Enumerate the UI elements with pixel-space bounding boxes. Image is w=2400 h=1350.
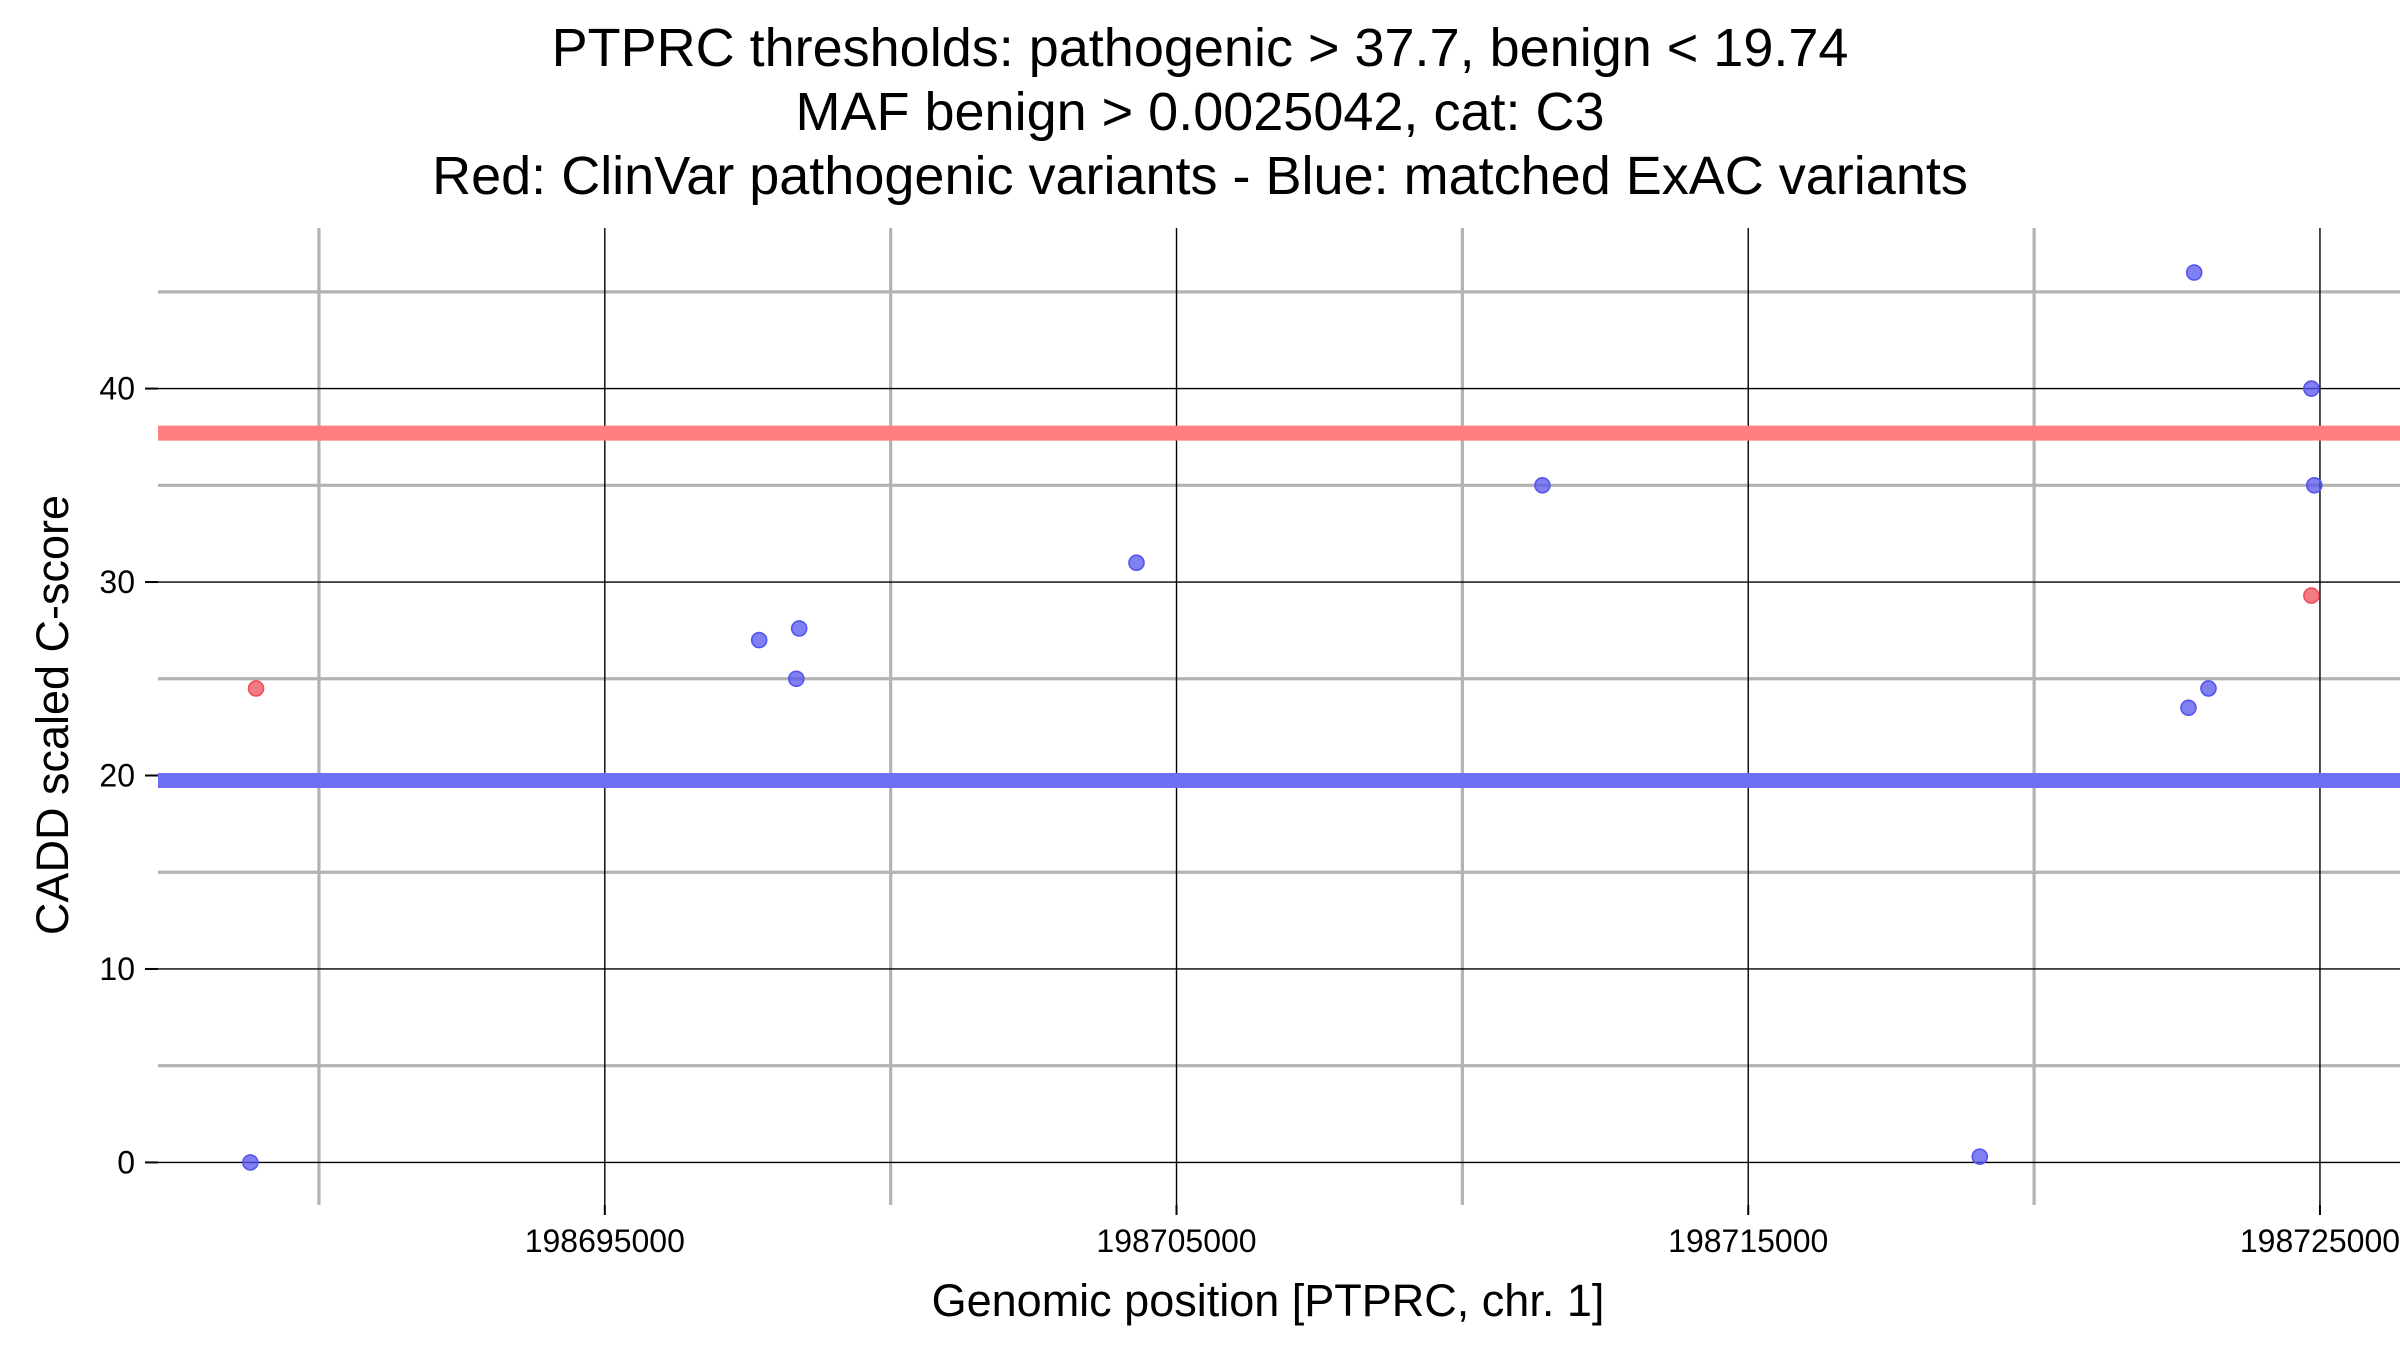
exac-point [2200, 680, 2217, 697]
pathogenic-point [2303, 587, 2320, 604]
x-axis-label: Genomic position [PTPRC, chr. 1] [932, 1275, 1605, 1326]
y-axis-label: CADD scaled C-score [27, 495, 78, 935]
exac-point [242, 1154, 259, 1171]
exac-point [750, 631, 768, 649]
exac-point [790, 620, 808, 637]
title-line-3: Red: ClinVar pathogenic variants - Blue:… [432, 146, 1968, 206]
exac-point [1971, 1148, 1989, 1165]
y-tick-label: 40 [99, 371, 135, 407]
x-axis: 198695000 198705000 198715000 198725000 [525, 1205, 2400, 1259]
pathogenic-point [247, 680, 265, 697]
exac-point [1534, 477, 1551, 494]
x-tick-label: 198695000 [525, 1223, 685, 1259]
x-tick-label: 198725000 [2240, 1223, 2400, 1259]
data-points [242, 264, 2323, 1171]
threshold-lines [158, 425, 2400, 789]
y-axis: 0 10 20 30 40 [99, 371, 158, 1180]
chart-title: PTPRC thresholds: pathogenic > 37.7, ben… [432, 18, 1968, 206]
x-tick-label: 198715000 [1668, 1223, 1828, 1259]
y-tick-label: 30 [99, 564, 135, 600]
grid [158, 228, 2400, 1205]
exac-point [788, 670, 805, 688]
y-tick-label: 20 [99, 758, 135, 794]
exac-point [2180, 699, 2197, 717]
exac-point [2305, 477, 2323, 494]
title-line-2: MAF benign > 0.0025042, cat: C3 [795, 82, 1604, 142]
y-tick-label: 0 [117, 1144, 135, 1180]
x-tick-label: 198705000 [1096, 1223, 1256, 1259]
exac-point [2185, 264, 2203, 281]
exac-point [1128, 554, 1145, 571]
title-line-1: PTPRC thresholds: pathogenic > 37.7, ben… [552, 18, 1849, 78]
y-tick-label: 10 [99, 951, 135, 987]
exac-point [2303, 380, 2320, 397]
